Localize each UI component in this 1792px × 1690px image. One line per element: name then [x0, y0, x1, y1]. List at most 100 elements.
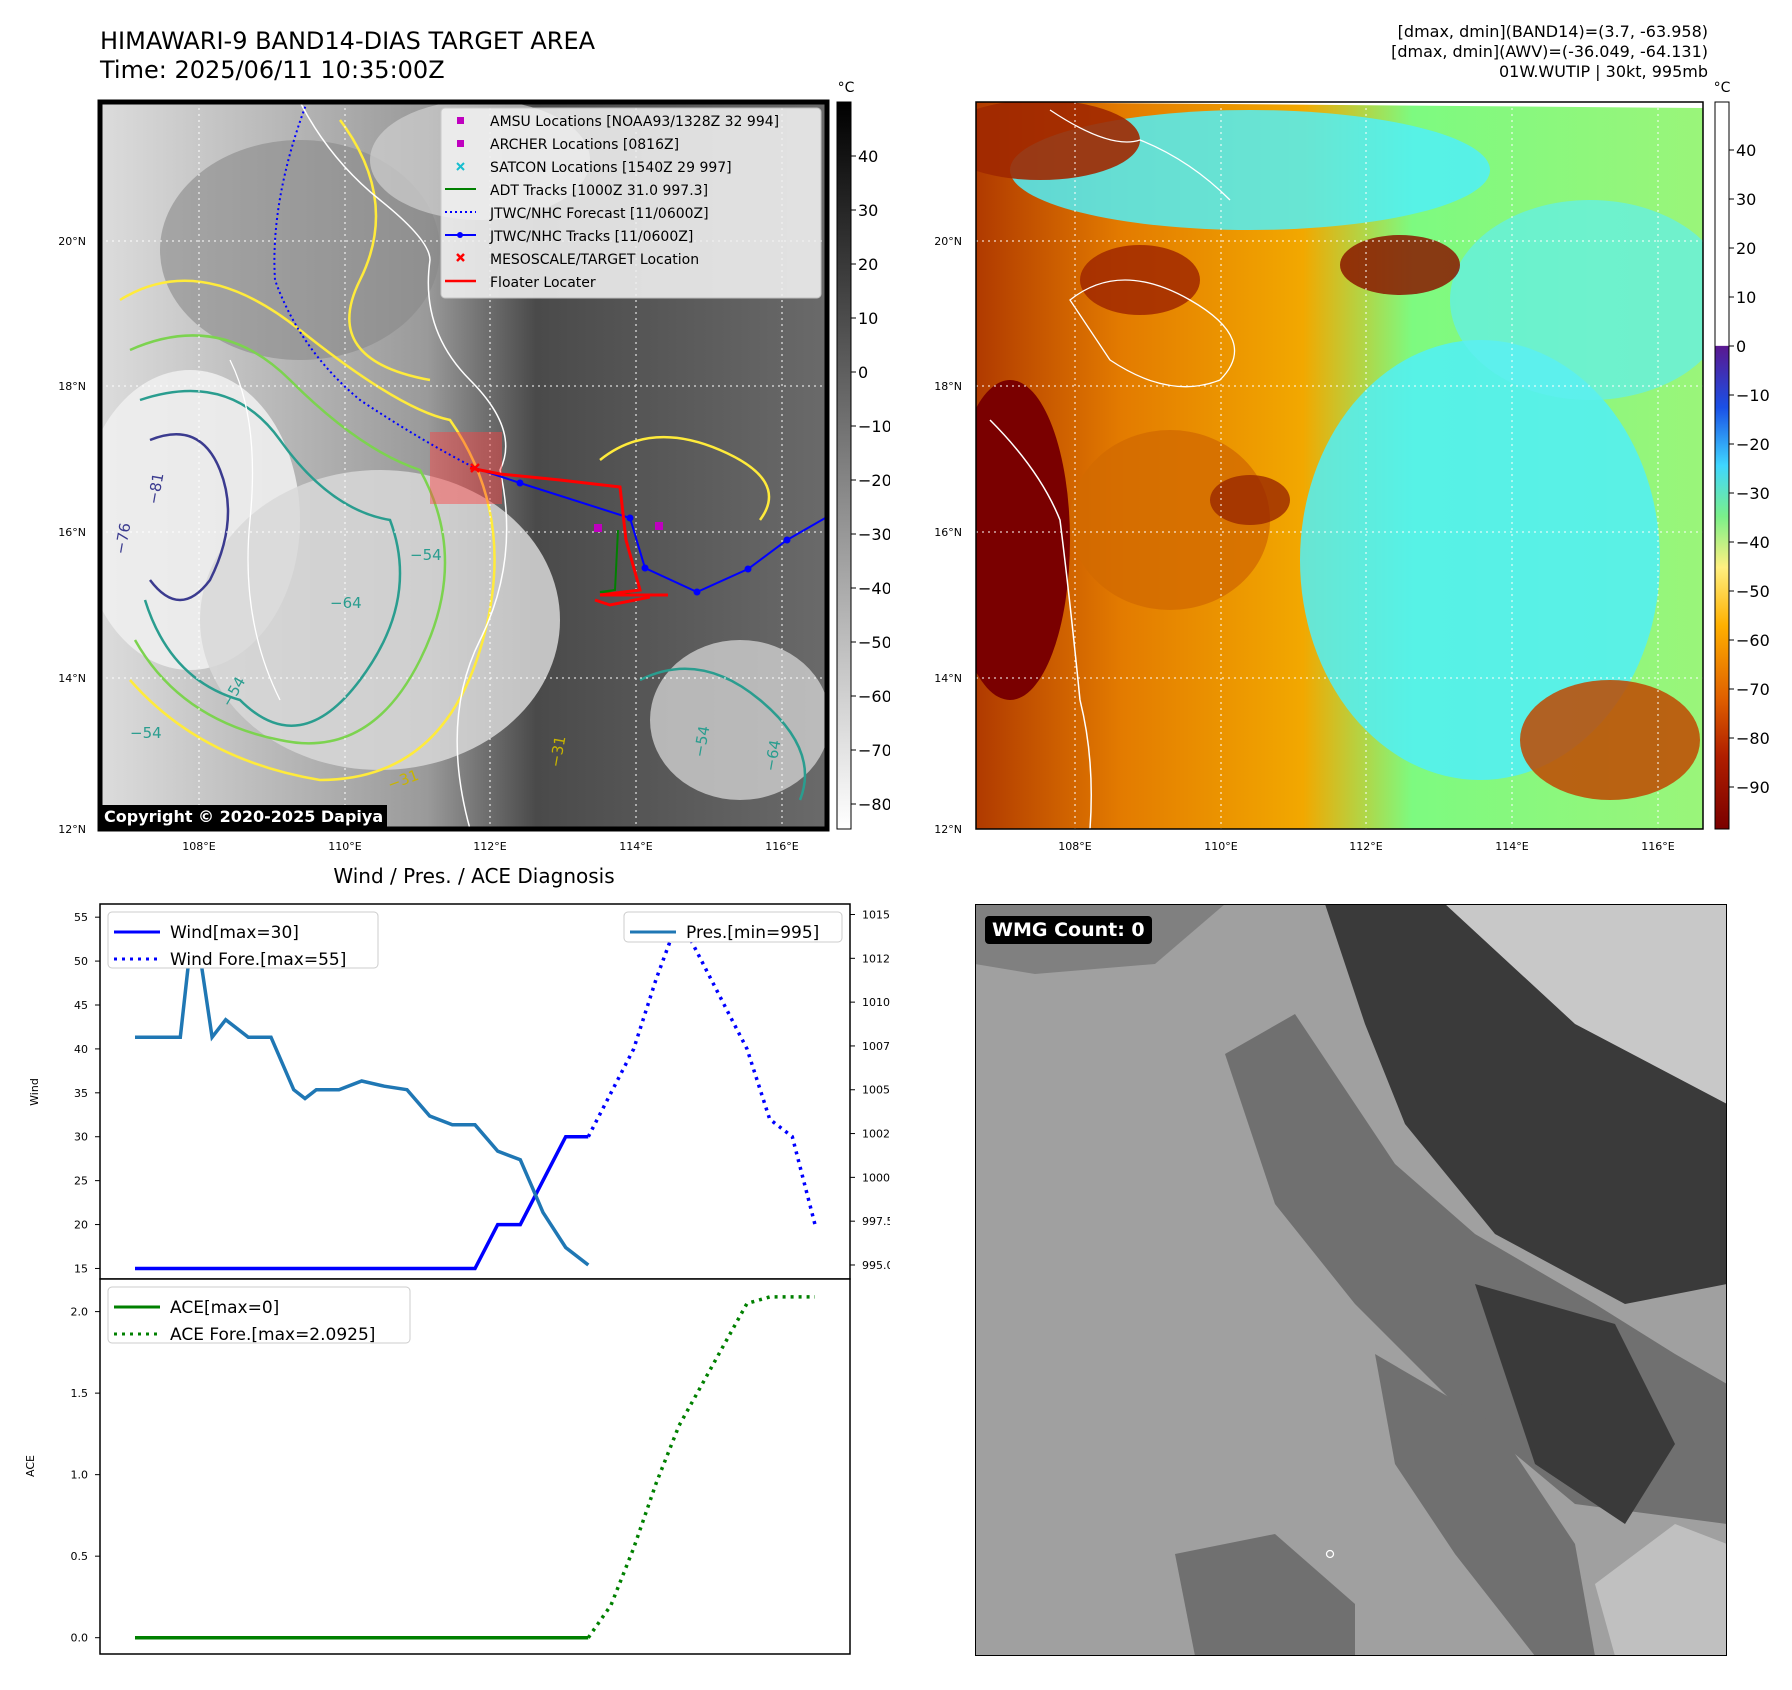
right-map-panel: °C 403020100−10−20−30−40−50−60−70−80−90 … — [934, 80, 1770, 853]
contour-label: −64 — [330, 594, 362, 612]
ace-tick-label: 2.0 — [71, 1306, 89, 1319]
legend-mesoscale: MESOSCALE/TARGET Location — [490, 252, 699, 268]
stats-line3: 01W.WUTIP | 30kt, 995mb — [1498, 62, 1708, 81]
lat-tick-label: 18°N — [58, 380, 86, 393]
pressure-tick-label: 1015.0 — [862, 909, 890, 922]
ace-ylabel: ACE — [24, 1455, 37, 1477]
legend-wind: Wind[max=30] — [170, 923, 299, 943]
stats-block: [dmax, dmin](BAND14)=(3.7, -63.958) [dma… — [1391, 22, 1708, 82]
wind-tick-label: 15 — [74, 1262, 88, 1275]
contour-label: −31 — [546, 734, 569, 768]
lon-tick-label: 112°E — [1349, 840, 1382, 853]
wmg-panel — [975, 904, 1727, 1656]
legend-ace: ACE[max=0] — [170, 1298, 279, 1318]
wind-ylabel: Wind — [28, 1078, 41, 1106]
cbar-tick-label: −60 — [858, 687, 890, 706]
cbar-tick-label: 30 — [1736, 190, 1756, 209]
lon-tick-label: 112°E — [473, 840, 506, 853]
ace-tick-label: 0.0 — [71, 1632, 89, 1645]
cbar-tick-label: −70 — [858, 741, 890, 760]
wind-tick-label: 30 — [74, 1131, 88, 1144]
cbar-tick-label: −30 — [858, 525, 890, 544]
wind-tick-label: 35 — [74, 1087, 88, 1100]
ace-tick-label: 1.0 — [71, 1469, 89, 1482]
series-line-0 — [135, 1134, 589, 1271]
pressure-tick-label: 1007.5 — [862, 1040, 890, 1053]
wind-tick-label: 20 — [74, 1219, 88, 1232]
cbar-tick-label: 20 — [858, 255, 878, 274]
wind-tick-label: 40 — [74, 1043, 88, 1056]
legend-adt: ADT Tracks [1000Z 31.0 997.3] — [490, 183, 708, 199]
cbar-tick-label: 30 — [858, 201, 878, 220]
legend-tracks: JTWC/NHC Tracks [11/0600Z] — [489, 229, 693, 245]
cbar-tick-label: −80 — [858, 795, 890, 814]
cbar-tick-label: −60 — [1736, 631, 1770, 650]
diagnosis-chart-panel: Wind / Pres. / ACE Diagnosis 55 50 45 40 35 3… — [24, 864, 890, 1655]
cbar-tick-label: −20 — [1736, 435, 1770, 454]
diagnosis-title: Wind / Pres. / ACE Diagnosis — [333, 864, 614, 888]
wind-tick-label: 45 — [74, 999, 88, 1012]
series-line-2 — [135, 914, 590, 1267]
wind-pressure-plot — [135, 912, 817, 1271]
cbar-tick-label: 10 — [858, 309, 878, 328]
cbar-tick-label: −30 — [1736, 484, 1770, 503]
cbar-tick-label: −70 — [1736, 680, 1770, 699]
ace-tick-label: 0.5 — [71, 1550, 89, 1563]
lat-tick-label: 12°N — [58, 823, 86, 836]
cbar-tick-label: −40 — [1736, 533, 1770, 552]
cbar-tick-label: −50 — [858, 633, 890, 652]
lat-tick-label: 16°N — [934, 526, 962, 539]
lat-tick-label: 14°N — [58, 672, 86, 685]
lat-tick-label: 20°N — [58, 235, 86, 248]
stats-line2: [dmax, dmin](AWV)=(-36.049, -64.131) — [1391, 42, 1708, 61]
contour-label: −81 — [144, 471, 167, 505]
cbar-tick-label: 0 — [1736, 337, 1746, 356]
lon-tick-label: 110°E — [1204, 840, 1237, 853]
legend-wind-fore: Wind Fore.[max=55] — [170, 950, 346, 970]
cbar-tick-label: −20 — [858, 471, 890, 490]
stats-line1: [dmax, dmin](BAND14)=(3.7, -63.958) — [1397, 22, 1708, 41]
lon-tick-label: 114°E — [619, 840, 652, 853]
cbar-tick-label: −80 — [1736, 729, 1770, 748]
copyright-label: Copyright © 2020-2025 Dapiya — [100, 805, 388, 828]
legend-forecast: JTWC/NHC Forecast [11/0600Z] — [489, 206, 709, 222]
lat-tick-label: 16°N — [58, 526, 86, 539]
wind-tick-label: 50 — [74, 955, 88, 968]
cbar-tick-label: 40 — [858, 147, 878, 166]
legend-floater: Floater Locater — [490, 275, 596, 291]
pressure-tick-label: 995.0 — [862, 1259, 890, 1272]
ace-plot — [135, 1295, 815, 1640]
cbar-tick-label: 0 — [858, 363, 868, 382]
left-cbar-unit: °C — [838, 80, 855, 96]
cbar-tick-label: −40 — [858, 579, 890, 598]
pressure-tick-label: 997.5 — [862, 1215, 890, 1228]
cbar-tick-label: −10 — [858, 417, 890, 436]
left-map-panel: −81 −76 −64 −54 −54 −54 −54 −64 −31 −31 … — [58, 80, 890, 853]
ace-series-line-1 — [586, 1295, 815, 1639]
legend-amsu: AMSU Locations [NOAA93/1328Z 32 994] — [490, 114, 779, 130]
lon-tick-label: 108°E — [182, 840, 215, 853]
cbar-tick-label: 20 — [1736, 239, 1756, 258]
pressure-tick-label: 1010.0 — [862, 996, 890, 1009]
cbar-tick-label: −90 — [1736, 778, 1770, 797]
wmg-count-label: WMG Count: 0 — [985, 916, 1152, 944]
contour-label: −54 — [690, 724, 713, 758]
legend-ace-fore: ACE Fore.[max=2.0925] — [170, 1325, 375, 1345]
legend-pressure: Pres.[min=995] — [686, 923, 819, 943]
ace-tick-label: 1.5 — [71, 1387, 89, 1400]
wind-tick-label: 55 — [74, 911, 88, 924]
cbar-tick-label: −10 — [1736, 386, 1770, 405]
legend-satcon: SATCON Locations [1540Z 29 997] — [490, 160, 732, 176]
lon-tick-label: 116°E — [1641, 840, 1674, 853]
contour-label: −54 — [410, 546, 442, 564]
right-cbar-unit: °C — [1714, 80, 1731, 96]
lat-tick-label: 12°N — [934, 823, 962, 836]
lon-tick-label: 110°E — [328, 840, 361, 853]
lon-tick-label: 114°E — [1495, 840, 1528, 853]
series-line-1 — [586, 912, 817, 1226]
contour-label: −76 — [111, 521, 134, 555]
lat-tick-label: 20°N — [934, 235, 962, 248]
pressure-tick-label: 1000.0 — [862, 1171, 890, 1184]
pressure-tick-label: 1005.0 — [862, 1084, 890, 1097]
wind-tick-label: 25 — [74, 1175, 88, 1188]
